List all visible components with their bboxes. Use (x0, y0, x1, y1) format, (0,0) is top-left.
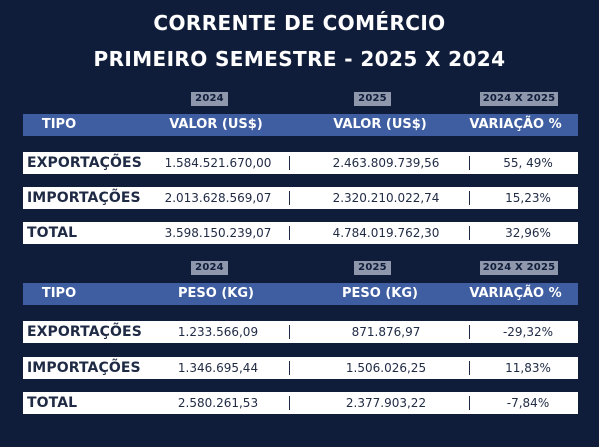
separator (469, 226, 470, 240)
valor-year-tag-comparison: 2024 X 2025 (480, 92, 558, 106)
table-row: IMPORTAÇÕES 2.013.628.569,07 2.320.210.0… (23, 187, 578, 209)
peso-table-header: TIPO PESO (KG) PESO (KG) VARIAÇÃO % (23, 283, 578, 305)
value-2025: 2.463.809.739,56 (332, 156, 440, 170)
separator (289, 226, 290, 240)
valor-header-2025: VALOR (US$) (333, 117, 427, 132)
value-2025: 2.377.903,22 (345, 396, 427, 410)
variation-value: 55, 49% (503, 156, 553, 170)
peso-year-tag-comparison: 2024 X 2025 (480, 261, 558, 275)
page-subtitle: PRIMEIRO SEMESTRE - 2025 X 2024 (93, 47, 506, 71)
peso-header-2025: PESO (KG) (342, 286, 418, 301)
value-2024: 3.598.150.239,07 (164, 226, 272, 240)
valor-header-2024: VALOR (US$) (169, 117, 263, 132)
value-2025: 4.784.019.762,30 (332, 226, 440, 240)
separator (469, 325, 470, 339)
page-title: CORRENTE DE COMÉRCIO (153, 11, 446, 35)
row-label-exportacoes: EXPORTAÇÕES (27, 155, 142, 171)
separator (289, 191, 290, 205)
table-row: EXPORTAÇÕES 1.233.566,09 871.876,97 -29,… (23, 321, 578, 343)
separator (289, 156, 290, 170)
value-2024: 1.584.521.670,00 (164, 156, 272, 170)
value-2024: 2.580.261,53 (177, 396, 259, 410)
separator (469, 191, 470, 205)
value-2024: 1.346.695,44 (177, 361, 259, 375)
variation-value: 11,83% (505, 361, 551, 375)
variation-value: 15,23% (505, 191, 551, 205)
row-label-total: TOTAL (27, 395, 78, 411)
peso-year-tag-2024: 2024 (191, 261, 228, 275)
value-2024: 2.013.628.569,07 (164, 191, 272, 205)
variation-value: 32,96% (505, 226, 551, 240)
valor-header-tipo: TIPO (41, 117, 77, 132)
value-2024: 1.233.566,09 (177, 325, 259, 339)
separator (469, 361, 470, 375)
peso-header-tipo: TIPO (41, 286, 77, 301)
peso-year-tag-2025: 2025 (354, 261, 391, 275)
peso-header-variacao: VARIAÇÃO % (469, 286, 562, 301)
table-row: IMPORTAÇÕES 1.346.695,44 1.506.026,25 11… (23, 357, 578, 379)
table-row: EXPORTAÇÕES 1.584.521.670,00 2.463.809.7… (23, 152, 578, 174)
row-label-importacoes: IMPORTAÇÕES (27, 360, 141, 376)
separator (289, 396, 290, 410)
separator (289, 325, 290, 339)
separator (469, 396, 470, 410)
valor-table-header: TIPO VALOR (US$) VALOR (US$) VARIAÇÃO % (23, 114, 578, 136)
valor-year-tag-2025: 2025 (354, 92, 391, 106)
variation-value: -29,32% (502, 325, 554, 339)
valor-header-variacao: VARIAÇÃO % (469, 117, 562, 132)
separator (469, 156, 470, 170)
peso-header-2024: PESO (KG) (178, 286, 254, 301)
variation-value: -7,84% (506, 396, 550, 410)
table-row: TOTAL 2.580.261,53 2.377.903,22 -7,84% (23, 392, 578, 414)
value-2025: 871.876,97 (351, 325, 421, 339)
row-label-importacoes: IMPORTAÇÕES (27, 190, 141, 206)
table-row: TOTAL 3.598.150.239,07 4.784.019.762,30 … (23, 222, 578, 244)
row-label-exportacoes: EXPORTAÇÕES (27, 324, 142, 340)
value-2025: 1.506.026,25 (345, 361, 427, 375)
row-label-total: TOTAL (27, 225, 78, 241)
valor-year-tag-2024: 2024 (191, 92, 228, 106)
value-2025: 2.320.210.022,74 (332, 191, 440, 205)
separator (289, 361, 290, 375)
